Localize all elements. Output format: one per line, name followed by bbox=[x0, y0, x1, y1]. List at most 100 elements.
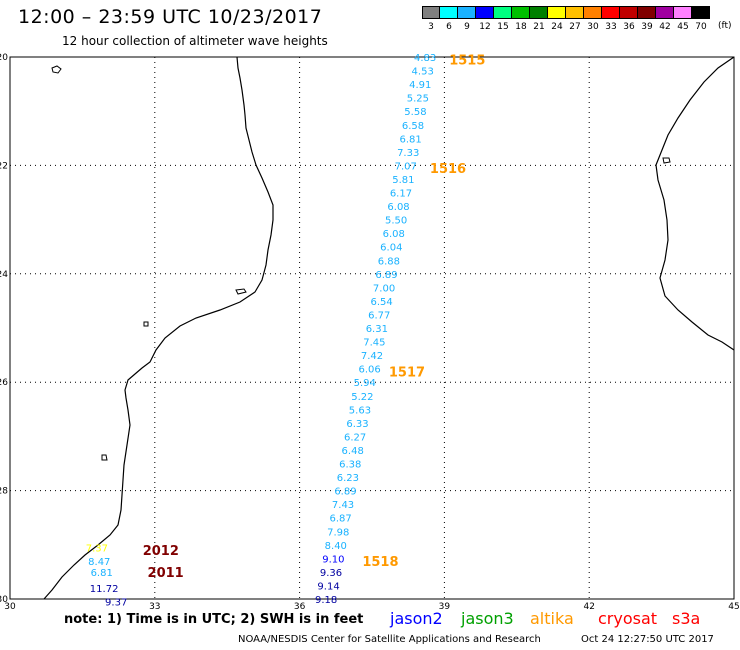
legend-cryosat: cryosat bbox=[598, 609, 657, 628]
color-scale-swatch bbox=[674, 6, 692, 19]
color-scale-swatch bbox=[602, 6, 620, 19]
footer-credit: NOAA/NESDIS Center for Satellite Applica… bbox=[238, 634, 541, 645]
legend-s3a-label: s3a bbox=[672, 609, 701, 628]
wave-height-reading: 6.31 bbox=[366, 324, 388, 335]
legend-cryosat-label: cryosat bbox=[598, 609, 658, 628]
color-scale-labels: 3 6 9 12 15 18 21 24 27 30 33 36 39 42 45 70 bbox=[422, 22, 710, 32]
pass-time-label: 1515 bbox=[449, 54, 485, 69]
color-scale-swatch bbox=[656, 6, 674, 19]
pass-time-label: 2012 bbox=[143, 544, 179, 559]
island-outline bbox=[101, 454, 108, 461]
wave-height-reading: 6.17 bbox=[390, 189, 412, 200]
color-scale-label: 6 bbox=[446, 22, 452, 32]
wave-height-reading: 5.63 bbox=[349, 405, 371, 416]
lon-tick-label: 36 bbox=[294, 602, 306, 610]
pass-time-label: 1517 bbox=[389, 365, 425, 380]
color-scale-bar bbox=[422, 6, 710, 19]
wave-height-reading: 7.33 bbox=[397, 148, 419, 159]
lat-tick-label: -20 bbox=[0, 53, 8, 63]
color-scale-label: 39 bbox=[641, 22, 653, 32]
wave-height-reading: 6.77 bbox=[368, 310, 390, 321]
lon-tick-label: 30 bbox=[4, 602, 16, 610]
wave-height-reading: 6.23 bbox=[337, 473, 359, 484]
lon-tick-label: 42 bbox=[583, 602, 594, 610]
wave-height-reading: 8.40 bbox=[325, 541, 347, 552]
legend-altika-label: altika bbox=[530, 609, 574, 628]
wave-height-reading: 7.00 bbox=[373, 283, 395, 294]
color-scale-label: 70 bbox=[695, 22, 707, 32]
wave-height-reading: 7.45 bbox=[363, 338, 385, 349]
wave-height-reading: 5.94 bbox=[354, 378, 376, 389]
color-scale-swatch bbox=[458, 6, 476, 19]
note-text: note: 1) Time is in UTC; 2) SWH is in fe… bbox=[64, 612, 364, 627]
wave-height-reading: 4.91 bbox=[409, 80, 431, 91]
pass-time-label: 1516 bbox=[430, 162, 466, 177]
wave-height-reading: 6.33 bbox=[346, 419, 368, 430]
wave-height-reading: 6.27 bbox=[344, 432, 366, 443]
wave-height-reading: 6.04 bbox=[380, 243, 402, 254]
island-outline bbox=[51, 65, 62, 74]
wave-height-reading: 7.42 bbox=[361, 351, 383, 362]
lon-tick-label: 33 bbox=[149, 602, 160, 610]
wave-height-reading: 4.83 bbox=[414, 53, 436, 64]
legend-jason2-label: jason2 bbox=[390, 609, 443, 628]
legend-jason3: jason3 bbox=[461, 609, 514, 628]
lon-tick-label: 39 bbox=[439, 602, 451, 610]
lat-tick-label: -30 bbox=[0, 595, 8, 605]
wave-height-reading: 9.10 bbox=[322, 554, 344, 565]
wave-height-reading: 6.54 bbox=[371, 297, 393, 308]
color-scale-label: 24 bbox=[551, 22, 563, 32]
color-scale-swatch bbox=[548, 6, 566, 19]
color-scale-label: 18 bbox=[515, 22, 527, 32]
wave-height-reading: 5.25 bbox=[407, 94, 429, 105]
wave-height-reading: 9.37 bbox=[105, 598, 127, 609]
color-scale-swatch bbox=[566, 6, 584, 19]
wave-height-reading: 6.08 bbox=[387, 202, 409, 213]
color-scale-swatch bbox=[584, 6, 602, 19]
color-scale-label: 12 bbox=[479, 22, 491, 32]
color-scale-label: 27 bbox=[569, 22, 581, 32]
color-scale-unit: (ft) bbox=[718, 21, 732, 31]
wave-height-reading: 6.88 bbox=[378, 256, 400, 267]
wave-height-reading: 6.08 bbox=[383, 229, 405, 240]
lat-tick-label: -24 bbox=[0, 270, 8, 280]
island-outline bbox=[235, 288, 247, 295]
color-scale-swatch bbox=[530, 6, 548, 19]
color-scale-label: 9 bbox=[464, 22, 470, 32]
wave-height-reading: 5.22 bbox=[351, 392, 373, 403]
wave-height-reading: 5.50 bbox=[385, 216, 407, 227]
wave-height-reading: 5.58 bbox=[404, 107, 426, 118]
footer-timestamp: Oct 24 12:27:50 UTC 2017 bbox=[581, 634, 714, 645]
wave-height-reading: 8.47 bbox=[88, 557, 110, 568]
color-scale-label: 42 bbox=[659, 22, 671, 32]
wave-height-reading: 7.37 bbox=[86, 544, 108, 555]
wave-height-reading: 9.14 bbox=[317, 581, 339, 592]
page-title: 12:00 – 23:59 UTC 10/23/2017 bbox=[18, 6, 323, 28]
wave-height-reading: 6.81 bbox=[91, 568, 113, 579]
legend-jason3-label: jason3 bbox=[461, 609, 514, 628]
color-scale-label: 21 bbox=[533, 22, 545, 32]
lat-tick-label: -26 bbox=[0, 378, 8, 388]
color-scale-swatch bbox=[494, 6, 512, 19]
wave-height-reading: 5.81 bbox=[392, 175, 414, 186]
page-subtitle: 12 hour collection of altimeter wave hei… bbox=[62, 34, 328, 48]
island-outline bbox=[143, 321, 149, 327]
wave-height-reading: 6.89 bbox=[375, 270, 397, 281]
color-scale-swatch bbox=[512, 6, 530, 19]
lat-tick-label: -22 bbox=[0, 161, 8, 171]
wave-height-reading: 6.89 bbox=[334, 487, 356, 498]
wave-height-reading: 7.98 bbox=[327, 527, 349, 538]
wave-height-map: -20 -22 -24 -26 -28 -3030 33 36 39 42 45 4.83 4.53 4.… bbox=[0, 53, 740, 610]
pass-time-label: 2011 bbox=[148, 566, 184, 581]
island-outline bbox=[662, 157, 671, 164]
color-scale-label: 3 bbox=[428, 22, 434, 32]
legend-jason2: jason2 bbox=[390, 609, 443, 628]
wave-height-reading: 6.87 bbox=[329, 514, 351, 525]
color-scale-swatch bbox=[620, 6, 638, 19]
color-scale-label: 30 bbox=[587, 22, 599, 32]
wave-height-reading: 6.38 bbox=[339, 460, 361, 471]
wave-height-reading: 6.06 bbox=[358, 365, 380, 376]
map-frame bbox=[9, 56, 735, 600]
color-scale-label: 36 bbox=[623, 22, 635, 32]
color-scale-label: 33 bbox=[605, 22, 617, 32]
